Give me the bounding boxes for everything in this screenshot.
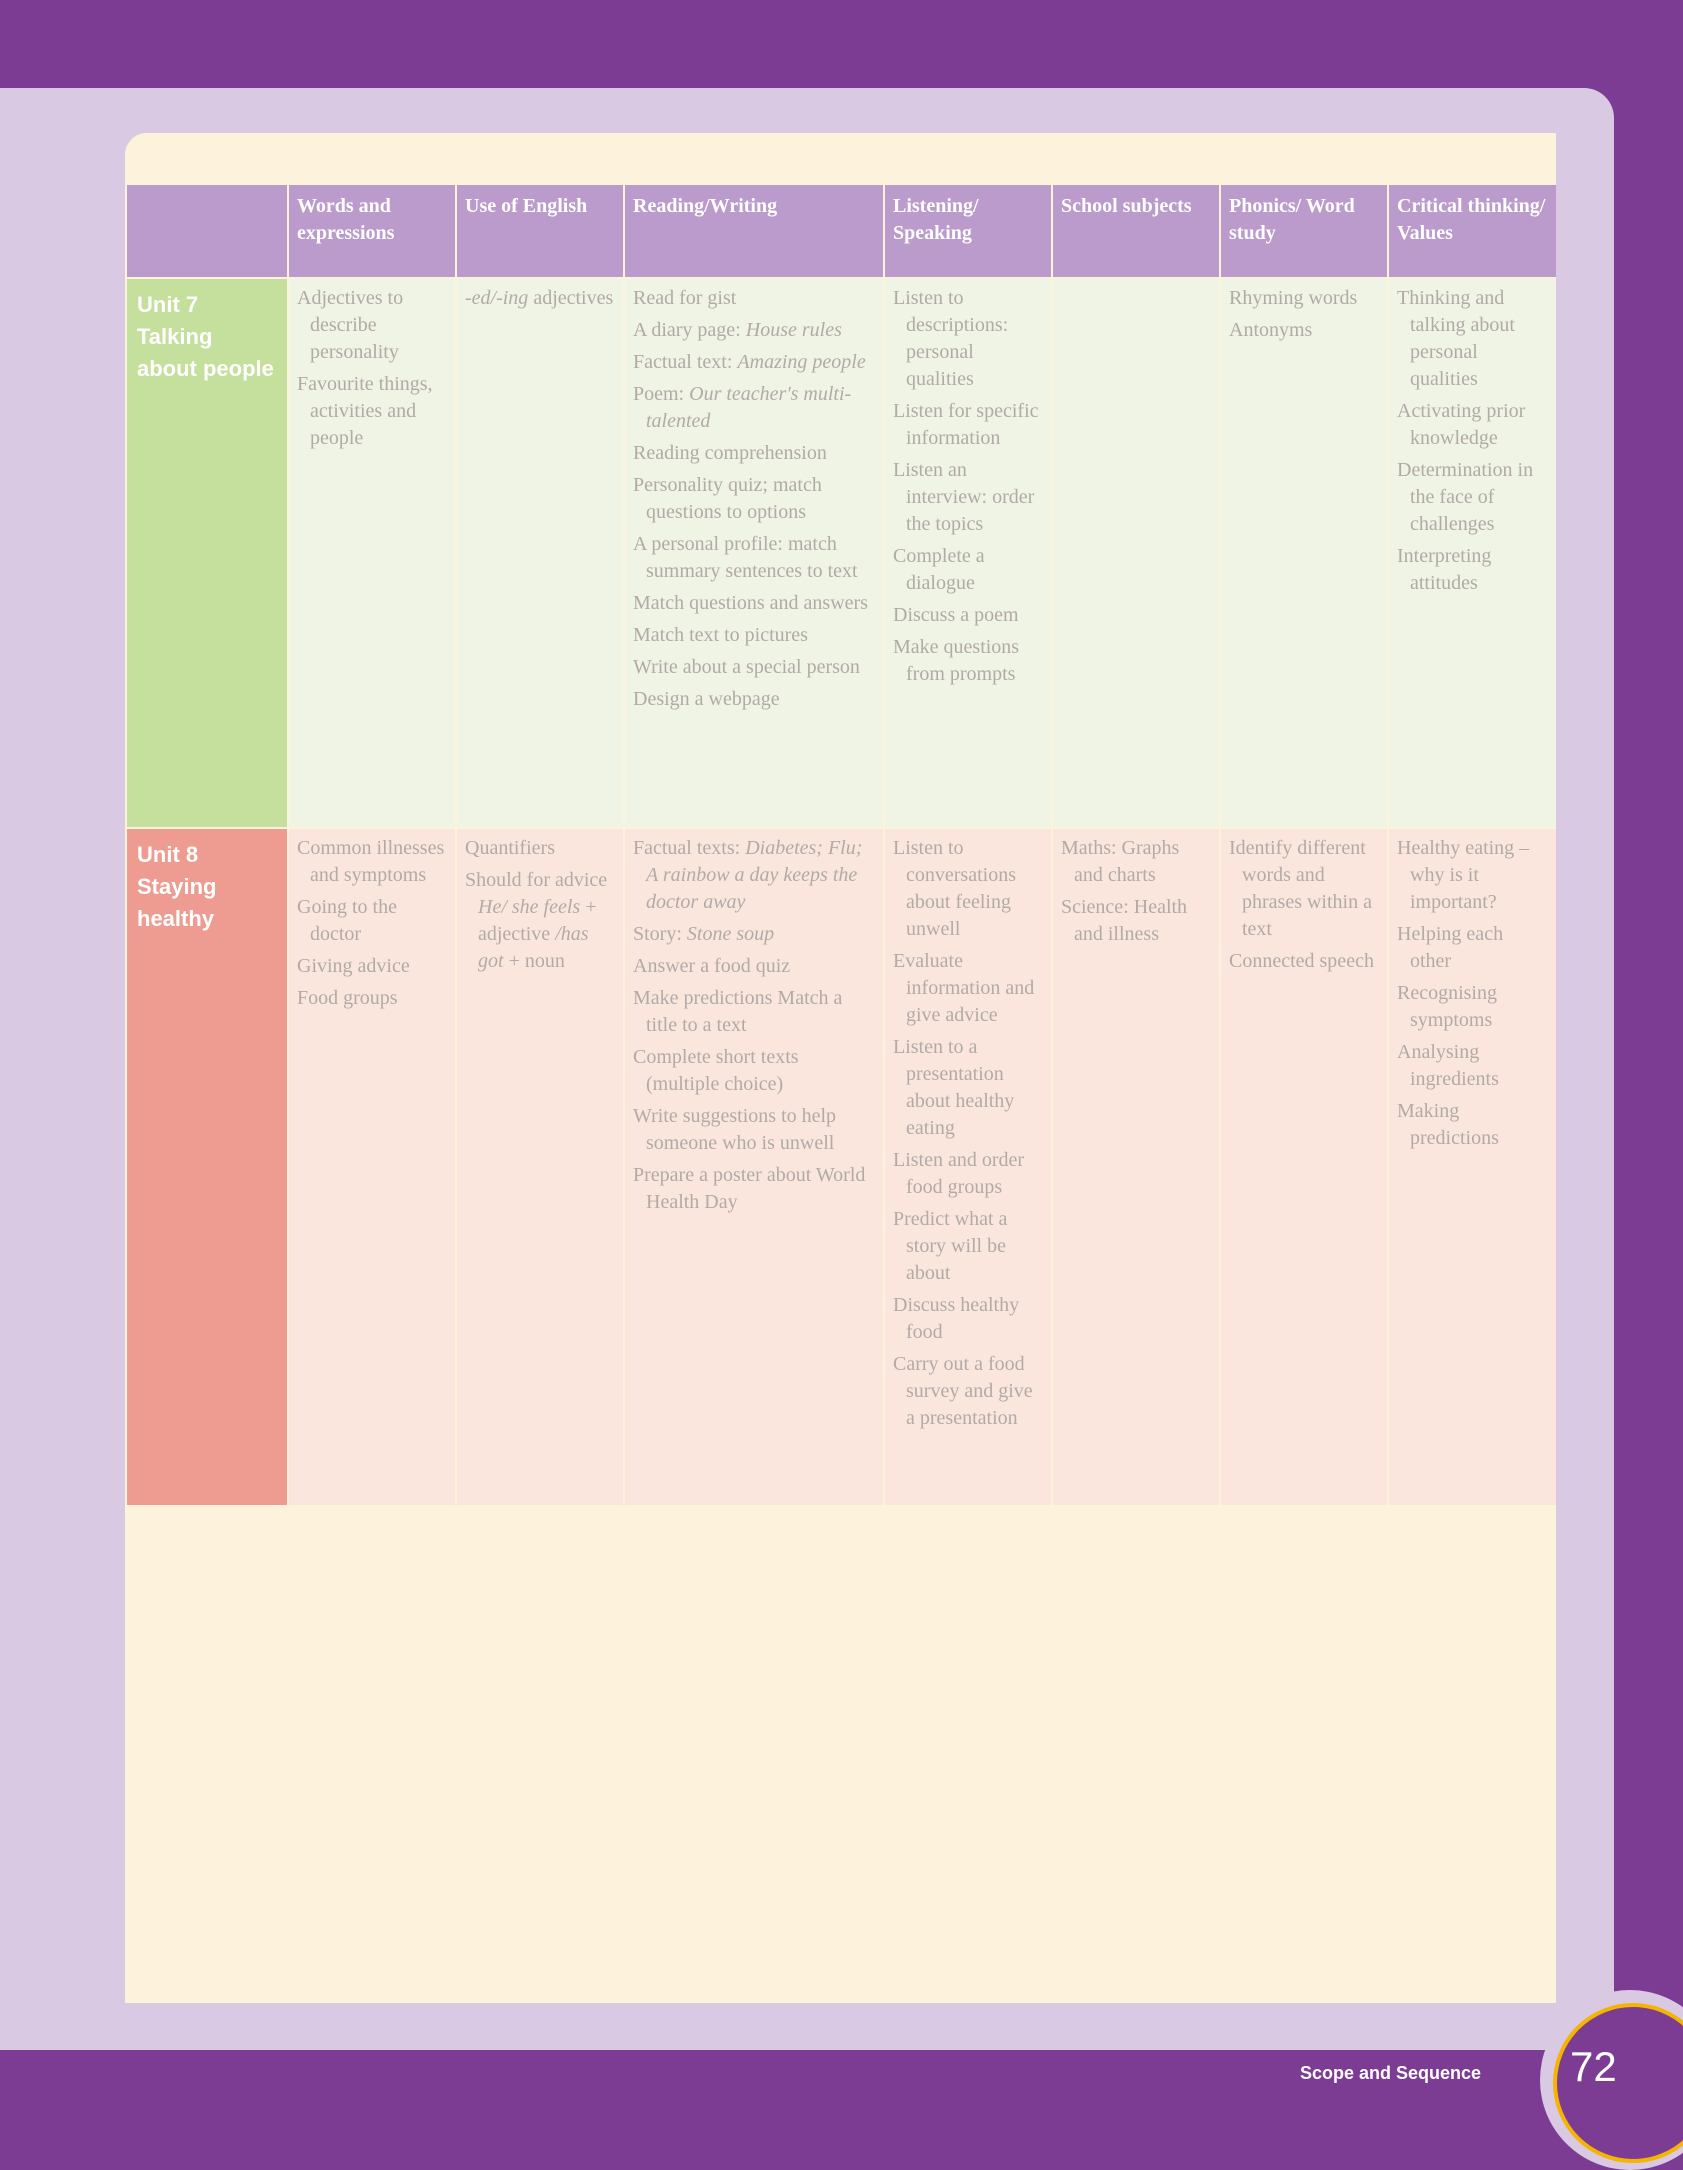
page-badge-ring (1553, 2003, 1683, 2163)
list-item: Prepare a poster about World Health Day (633, 1164, 866, 1213)
list-item: Favourite things, activities and people (297, 373, 433, 449)
header-reading: Reading/Writing (623, 183, 885, 279)
list-item: Discuss healthy food (893, 1294, 1020, 1343)
list-item: Listen and order food groups (893, 1149, 1025, 1198)
list-item: Thinking and talking about personal qual… (1397, 287, 1515, 390)
list-item: Activating prior knowledge (1397, 400, 1526, 449)
cell-phonics: Rhyming words Antonyms (1219, 277, 1389, 829)
cell-english: -ed/-ing adjectives (455, 277, 625, 829)
list-item: Listen an interview: order the topics (893, 459, 1035, 535)
table-row: Unit 7 Talking about people Adjectives to… (125, 277, 1556, 829)
list-item: Answer a food quiz (633, 955, 791, 977)
list-item: Complete a dialogue (893, 545, 985, 594)
list-item: A diary page: House rules (633, 319, 842, 341)
list-item: Make predictions Match a title to a text (633, 987, 843, 1036)
scope-sheet: Words and expressions Use of English Rea… (125, 133, 1556, 2003)
list-item: A personal profile: match summary senten… (633, 533, 858, 582)
list-item: Healthy eating – why is it important? (1397, 837, 1530, 913)
list-item: Discuss a poem (893, 604, 1019, 626)
list-item: Identify different words and phrases wit… (1229, 837, 1372, 940)
header-critical: Critical thinking/ Values (1387, 183, 1556, 279)
list-item: Write suggestions to help someone who is… (633, 1105, 837, 1154)
list-item: Complete short texts (multiple choice) (633, 1046, 799, 1095)
list-item: Design a webpage (633, 688, 780, 710)
list-item: Determination in the face of challenges (1397, 459, 1534, 535)
list-item: -ed/-ing adjectives (465, 287, 614, 309)
list-item: Write about a special person (633, 656, 860, 678)
list-item: Make questions from prompts (893, 636, 1020, 685)
list-item: Giving advice (297, 955, 410, 977)
cell-reading: Factual texts: Diabetes; Flu; A rainbow … (623, 827, 885, 1507)
cell-subjects: Maths: Graphs and charts Science: Health … (1051, 827, 1221, 1507)
list-item: Common illnesses and symptoms (297, 837, 445, 886)
cell-phonics: Identify different words and phrases wit… (1219, 827, 1389, 1507)
cell-words: Adjectives to describe personality Favour… (287, 277, 457, 829)
list-item: Antonyms (1229, 319, 1313, 341)
list-item: Analysing ingredients (1397, 1041, 1499, 1090)
unit-title: Unit 7 Talking about people (125, 277, 289, 829)
cell-critical: Healthy eating – why is it important? Hel… (1387, 827, 1556, 1507)
header-phonics: Phonics/ Word study (1219, 183, 1389, 279)
scope-table: Words and expressions Use of English Rea… (125, 183, 1556, 1507)
cell-listening: Listen to conversations about feeling un… (883, 827, 1053, 1507)
cell-critical: Thinking and talking about personal qual… (1387, 277, 1556, 829)
list-item: Maths: Graphs and charts (1061, 837, 1180, 886)
list-item: Should for advice He/ she feels + adject… (465, 869, 608, 972)
list-item: Factual text: Amazing people (633, 351, 866, 373)
unit-title: Unit 8 Staying healthy (125, 827, 289, 1507)
list-item: Read for gist (633, 287, 737, 309)
header-words: Words and expressions (287, 183, 457, 279)
list-item: Carry out a food survey and give a prese… (893, 1353, 1033, 1429)
list-item: Quantifiers (465, 837, 555, 859)
list-item: Rhyming words (1229, 287, 1358, 309)
list-item: Match questions and answers (633, 592, 868, 614)
list-item: Predict what a story will be about (893, 1208, 1008, 1284)
list-item: Listen to conversations about feeling un… (893, 837, 1016, 940)
list-item: Reading comprehension (633, 442, 827, 464)
list-item: Recognising symptoms (1397, 982, 1497, 1031)
list-item: Listen to descriptions: personal qualiti… (893, 287, 1009, 390)
header-listening: Listening/ Speaking (883, 183, 1053, 279)
list-item: Interpreting attitudes (1397, 545, 1492, 594)
list-item: Story: Stone soup (633, 923, 775, 945)
table-row: Unit 8 Staying healthy Common illnesses a… (125, 827, 1556, 1507)
list-item: Food groups (297, 987, 398, 1009)
list-item: Personality quiz; match questions to opt… (633, 474, 822, 523)
list-item: Science: Health and illness (1061, 896, 1188, 945)
list-item: Listen to a presentation about healthy e… (893, 1036, 1015, 1139)
list-item: Listen for specific information (893, 400, 1039, 449)
list-item: Going to the doctor (297, 896, 397, 945)
cell-english: Quantifiers Should for advice He/ she fee… (455, 827, 625, 1507)
header-row: Words and expressions Use of English Rea… (125, 183, 1556, 279)
list-item: Adjectives to describe personality (297, 287, 404, 363)
list-item: Connected speech (1229, 950, 1374, 972)
list-item: Poem: Our teacher's multi-talented (633, 383, 852, 432)
header-english: Use of English (455, 183, 625, 279)
cell-words: Common illnesses and symptoms Going to th… (287, 827, 457, 1507)
page-number: 72 (1570, 2043, 1617, 2090)
cell-subjects (1051, 277, 1221, 829)
list-item: Evaluate information and give advice (893, 950, 1035, 1026)
sheet-top-band (125, 133, 1556, 183)
header-subjects: School subjects (1051, 183, 1221, 279)
list-item: Making predictions (1397, 1100, 1499, 1149)
list-item: Match text to pictures (633, 624, 808, 646)
footer-label: Scope and Sequence (1300, 2063, 1482, 2083)
cell-reading: Read for gist A diary page: House rules Fa… (623, 277, 885, 829)
header-corner (125, 183, 289, 279)
cell-listening: Listen to descriptions: personal qualiti… (883, 277, 1053, 829)
list-item: Factual texts: Diabetes; Flu; A rainbow … (633, 837, 863, 913)
list-item: Helping each other (1397, 923, 1504, 972)
